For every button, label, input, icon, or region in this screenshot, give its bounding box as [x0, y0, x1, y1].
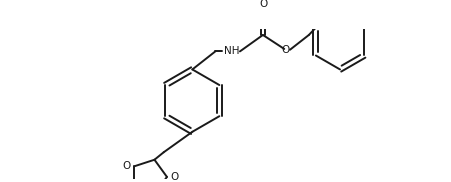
Text: O: O	[259, 0, 267, 9]
Text: O: O	[281, 45, 290, 55]
Text: O: O	[170, 172, 178, 182]
Text: O: O	[123, 161, 131, 171]
Text: NH: NH	[223, 46, 239, 56]
